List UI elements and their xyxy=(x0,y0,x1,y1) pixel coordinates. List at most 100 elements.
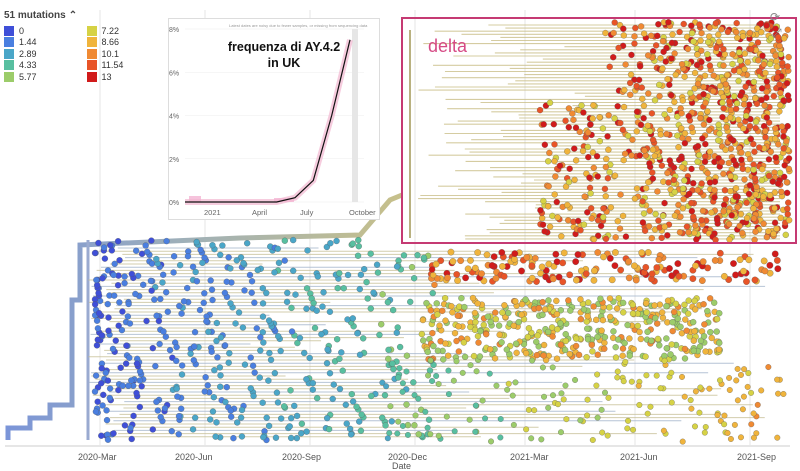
tip-node[interactable] xyxy=(639,219,647,226)
tip-node[interactable] xyxy=(400,252,408,259)
tip-node[interactable] xyxy=(681,355,689,362)
tip-node[interactable] xyxy=(461,353,469,361)
tip-node[interactable] xyxy=(173,357,180,365)
tip-node[interactable] xyxy=(176,262,184,269)
tip-node[interactable] xyxy=(338,349,345,356)
tip-node[interactable] xyxy=(774,265,782,273)
tip-node[interactable] xyxy=(637,335,644,343)
tip-node[interactable] xyxy=(287,387,294,394)
tip-node[interactable] xyxy=(632,24,639,32)
tip-node[interactable] xyxy=(674,315,681,322)
tip-node[interactable] xyxy=(103,407,110,414)
tip-node[interactable] xyxy=(126,354,133,361)
tip-node[interactable] xyxy=(469,294,477,302)
tip-node[interactable] xyxy=(445,391,452,398)
tip-node[interactable] xyxy=(450,377,457,384)
tip-node[interactable] xyxy=(140,281,147,288)
tip-node[interactable] xyxy=(630,345,637,353)
tip-node[interactable] xyxy=(738,434,744,441)
tip-node[interactable] xyxy=(356,351,364,358)
tip-node[interactable] xyxy=(571,176,578,184)
tip-node[interactable] xyxy=(755,57,762,64)
tip-node[interactable] xyxy=(692,222,699,229)
tip-node[interactable] xyxy=(251,299,258,306)
tip-node[interactable] xyxy=(202,374,209,381)
tip-node[interactable] xyxy=(240,260,247,267)
tip-node[interactable] xyxy=(633,185,641,192)
tip-node[interactable] xyxy=(690,337,697,344)
tip-node[interactable] xyxy=(733,100,741,107)
tip-node[interactable] xyxy=(584,336,592,343)
tip-node[interactable] xyxy=(610,54,617,61)
tip-node[interactable] xyxy=(721,412,728,419)
tip-node[interactable] xyxy=(590,277,598,284)
tip-node[interactable] xyxy=(683,33,691,41)
tip-node[interactable] xyxy=(781,162,788,169)
tip-node[interactable] xyxy=(736,256,744,264)
tip-node[interactable] xyxy=(720,208,727,215)
tip-node[interactable] xyxy=(433,300,440,307)
tip-node[interactable] xyxy=(717,377,723,384)
tip-node[interactable] xyxy=(601,345,608,352)
tip-node[interactable] xyxy=(700,121,707,128)
tip-node[interactable] xyxy=(326,308,334,315)
tip-node[interactable] xyxy=(670,164,678,171)
tip-node[interactable] xyxy=(492,309,499,316)
tip-node[interactable] xyxy=(579,147,587,155)
tip-node[interactable] xyxy=(643,372,650,379)
tip-node[interactable] xyxy=(511,256,518,263)
tip-node[interactable] xyxy=(361,266,368,273)
tip-node[interactable] xyxy=(320,289,327,296)
tip-node[interactable] xyxy=(281,237,288,244)
tip-node[interactable] xyxy=(552,173,559,180)
tip-node[interactable] xyxy=(239,324,247,331)
tip-node[interactable] xyxy=(702,348,709,355)
tip-node[interactable] xyxy=(644,410,651,417)
legend-item[interactable]: 11.54 xyxy=(86,60,170,72)
tip-node[interactable] xyxy=(98,332,105,339)
tip-node[interactable] xyxy=(562,183,570,190)
tip-node[interactable] xyxy=(631,195,639,202)
tip-node[interactable] xyxy=(634,322,641,330)
tip-node[interactable] xyxy=(647,32,655,39)
tip-node[interactable] xyxy=(735,77,742,85)
tip-node[interactable] xyxy=(738,149,745,156)
tip-node[interactable] xyxy=(99,275,106,282)
tip-node[interactable] xyxy=(707,328,714,336)
tip-node[interactable] xyxy=(765,364,772,371)
tip-node[interactable] xyxy=(374,269,382,276)
tip-node[interactable] xyxy=(574,251,582,258)
tip-node[interactable] xyxy=(191,343,198,350)
tip-node[interactable] xyxy=(654,320,661,327)
tip-node[interactable] xyxy=(545,328,552,336)
tip-node[interactable] xyxy=(766,192,774,199)
tip-node[interactable] xyxy=(722,81,729,88)
tip-node[interactable] xyxy=(622,358,629,365)
tip-node[interactable] xyxy=(763,22,770,29)
tip-node[interactable] xyxy=(741,66,748,73)
tip-node[interactable] xyxy=(550,392,556,399)
tip-node[interactable] xyxy=(584,313,591,320)
tip-node[interactable] xyxy=(720,46,727,53)
tip-node[interactable] xyxy=(558,429,564,436)
tip-node[interactable] xyxy=(420,337,427,344)
tip-node[interactable] xyxy=(411,422,418,429)
tip-node[interactable] xyxy=(664,232,671,239)
tip-node[interactable] xyxy=(434,347,442,354)
tip-node[interactable] xyxy=(587,121,594,128)
tip-node[interactable] xyxy=(681,177,688,184)
tip-node[interactable] xyxy=(760,220,767,227)
tip-node[interactable] xyxy=(636,152,643,159)
tip-node[interactable] xyxy=(681,345,689,353)
tip-node[interactable] xyxy=(581,193,588,200)
tip-node[interactable] xyxy=(715,31,722,38)
tip-node[interactable] xyxy=(647,403,654,410)
tip-node[interactable] xyxy=(536,106,544,114)
tip-node[interactable] xyxy=(620,103,628,111)
tip-node[interactable] xyxy=(655,21,662,28)
tip-node[interactable] xyxy=(766,60,774,68)
tip-node[interactable] xyxy=(379,414,386,421)
tip-node[interactable] xyxy=(620,378,627,385)
tip-node[interactable] xyxy=(531,254,539,262)
tip-node[interactable] xyxy=(411,392,418,399)
